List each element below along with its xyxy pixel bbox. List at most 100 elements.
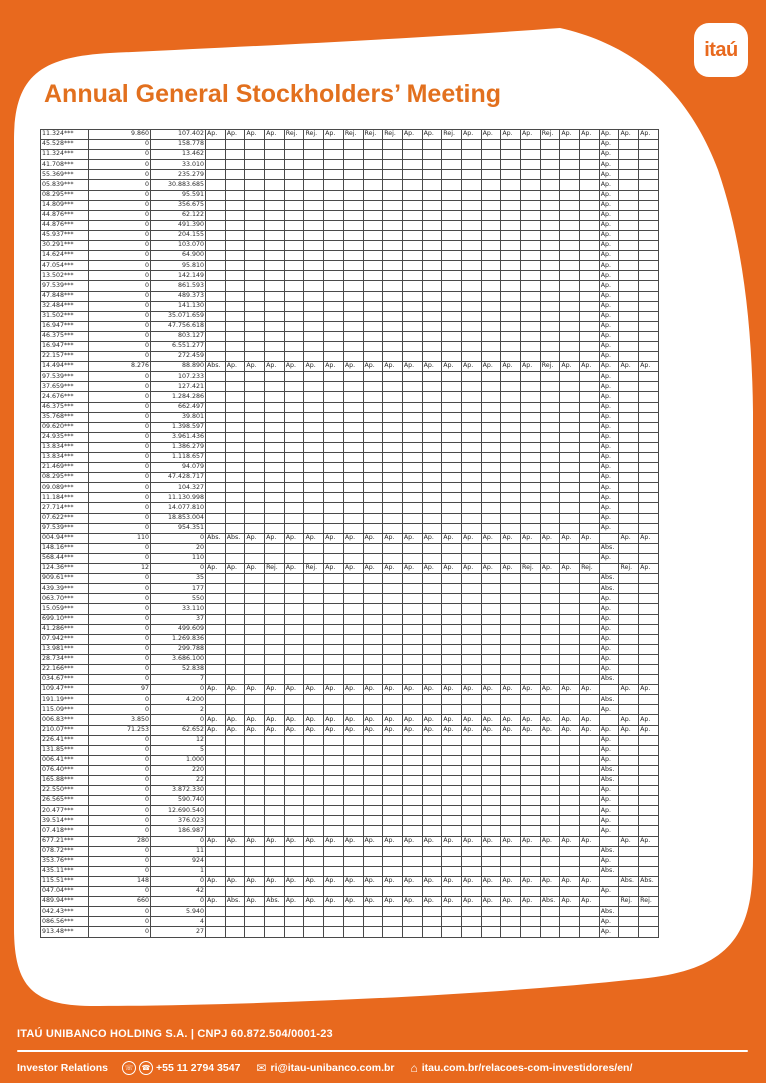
vote-cell — [520, 613, 541, 625]
vote-cell — [283, 764, 305, 777]
vote-cell — [401, 825, 423, 837]
vote-cell — [244, 764, 266, 777]
table-row: 13.834*** 0 1.118.657 Ap. — [40, 451, 659, 464]
vote-cell — [421, 906, 443, 918]
vote-cell — [559, 371, 581, 383]
vote-cell — [480, 663, 502, 676]
vote-cell — [421, 774, 443, 787]
vote-cell — [244, 189, 266, 201]
vote-cell — [244, 613, 266, 625]
vote-cell — [224, 926, 246, 938]
shares-cell-2: 803.127 — [150, 330, 206, 342]
vote-cell — [382, 149, 403, 161]
vote-cell — [401, 583, 423, 595]
vote-cell — [460, 502, 482, 514]
vote-cell — [480, 926, 502, 938]
vote-cell — [205, 774, 226, 787]
vote-cell — [224, 472, 246, 484]
vote-cell: Ap. — [303, 361, 325, 373]
shares-cell-2: 95.591 — [150, 189, 206, 201]
vote-cell — [205, 855, 226, 867]
vote-cell — [264, 492, 285, 504]
vote-cell — [638, 219, 659, 231]
vote-cell — [264, 855, 285, 867]
vote-cell — [421, 593, 443, 605]
vote-cell — [401, 159, 423, 171]
vote-cell — [283, 926, 305, 938]
vote-cell: Ap. — [421, 724, 443, 736]
stockholder-id-cell: 46.375*** — [40, 330, 89, 342]
email-address: ri@itau-unibanco.com.br — [270, 1062, 395, 1074]
vote-cell — [421, 542, 443, 554]
vote-cell — [323, 300, 344, 312]
vote-cell — [618, 674, 640, 686]
shares-cell-2: 491.390 — [150, 219, 206, 231]
vote-cell — [559, 694, 581, 706]
vote-cell — [264, 411, 285, 423]
vote-cell — [579, 603, 600, 615]
vote-cell — [244, 805, 266, 817]
vote-cell — [205, 179, 226, 191]
vote-cell — [441, 512, 462, 524]
vote-cell — [342, 815, 364, 827]
vote-cell — [382, 502, 403, 514]
vote-cell — [264, 704, 285, 716]
vote-cell — [579, 633, 600, 645]
vote-cell — [460, 916, 482, 928]
vote-cell — [559, 613, 581, 625]
vote-cell — [441, 492, 462, 504]
vote-cell — [244, 916, 266, 928]
vote-cell — [382, 623, 403, 635]
vote-cell — [579, 139, 600, 151]
vote-cell — [638, 643, 659, 655]
vote-cell — [579, 401, 600, 413]
vote-cell — [224, 704, 246, 716]
vote-cell — [342, 421, 364, 433]
vote-cell — [283, 785, 305, 797]
vote-cell — [342, 492, 364, 504]
vote-cell — [460, 340, 482, 353]
vote-cell — [618, 744, 640, 756]
shares-cell-1: 0 — [88, 633, 151, 645]
vote-cell — [382, 916, 403, 928]
vote-cell — [224, 845, 246, 857]
vote-cell: Ap. — [283, 724, 305, 736]
vote-cell — [244, 926, 266, 938]
vote-cell — [323, 250, 344, 262]
table-row: 13.981*** 0 299.788 Ap. — [40, 643, 659, 655]
vote-cell — [303, 290, 325, 302]
vote-cell — [421, 250, 443, 262]
vote-cell — [618, 552, 640, 565]
vote-cell — [362, 522, 384, 534]
vote-cell — [500, 613, 521, 625]
vote-cell — [520, 250, 541, 262]
vote-cell: Ap. — [480, 684, 502, 696]
vote-cell — [224, 351, 246, 363]
vote-cell — [303, 401, 325, 413]
vote-cell: Ap. — [598, 482, 620, 494]
vote-cell — [500, 815, 521, 827]
vote-cell — [342, 825, 364, 837]
vote-cell — [500, 593, 521, 605]
shares-cell-1: 0 — [88, 623, 151, 635]
email-icon: ✉ — [256, 1061, 267, 1075]
vote-cell — [638, 290, 659, 302]
vote-cell — [441, 290, 462, 302]
vote-cell: Ap. — [224, 684, 246, 696]
vote-cell — [382, 229, 403, 242]
vote-cell — [618, 199, 640, 211]
table-row: 191.19*** 0 4.200 Abs. — [40, 694, 659, 706]
vote-cell — [598, 875, 620, 888]
vote-cell — [441, 189, 462, 201]
vote-cell — [342, 371, 364, 383]
vote-cell — [579, 522, 600, 534]
stockholder-id-cell: 148.16*** — [40, 542, 89, 554]
vote-cell — [539, 290, 561, 302]
vote-cell — [460, 754, 482, 766]
vote-cell: Ap. — [421, 128, 443, 141]
vote-cell — [382, 199, 403, 211]
vote-cell — [382, 663, 403, 676]
vote-cell: Ap. — [224, 563, 246, 575]
vote-cell — [638, 764, 659, 777]
vote-cell — [618, 906, 640, 918]
